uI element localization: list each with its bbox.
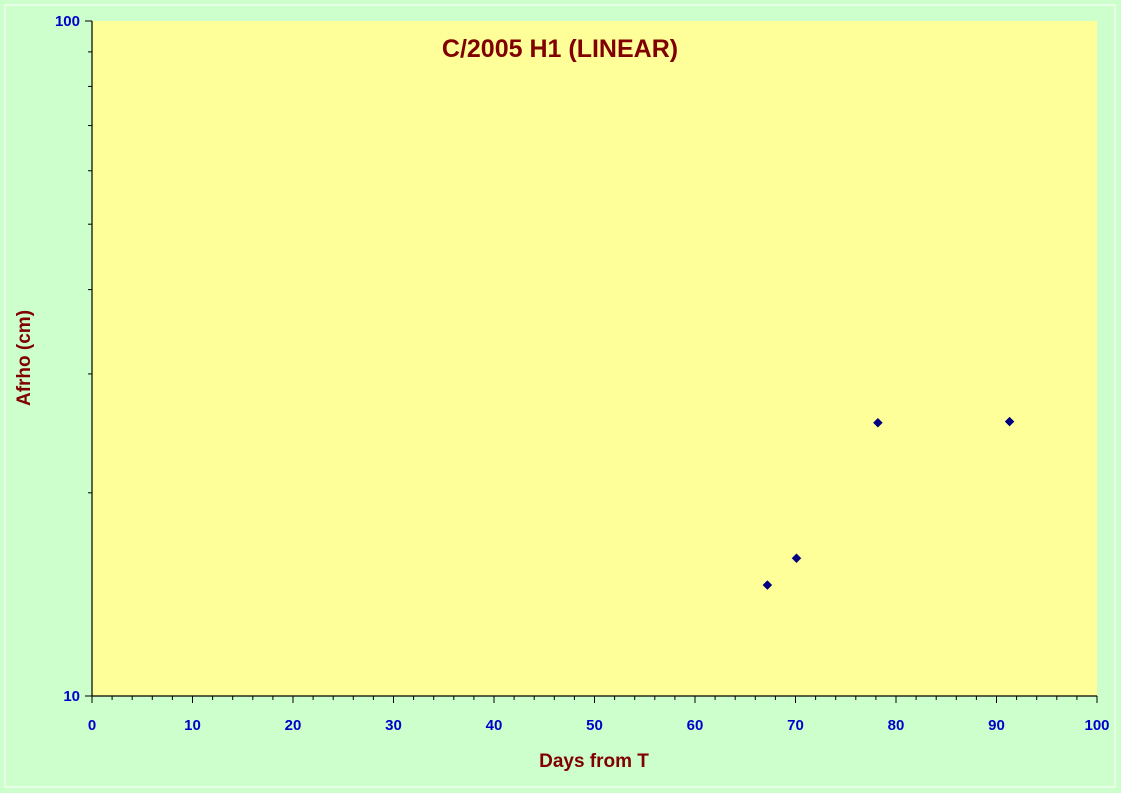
data-point (1004, 416, 1015, 427)
y-minor-ticks (88, 51, 92, 494)
y-tick-label: 100 (55, 13, 80, 30)
x-tick-label: 50 (586, 717, 603, 734)
plot-area (92, 21, 1097, 696)
y-tick-label: 10 (63, 688, 80, 705)
y-axis-ticks: 10 100 (55, 13, 92, 705)
x-axis-title: Days from T (539, 751, 649, 772)
x-tick-label: 70 (787, 717, 804, 734)
data-point (762, 580, 773, 590)
x-tick-label: 40 (486, 717, 503, 734)
x-tick-label: 80 (888, 717, 905, 734)
data-point (791, 553, 802, 564)
chart-title: C/2005 H1 (LINEAR) (442, 35, 678, 63)
data-point (873, 417, 883, 428)
data-points (762, 416, 1015, 590)
chart-inner-border (4, 4, 1116, 788)
x-minor-ticks (111, 696, 1078, 700)
x-tick-label: 0 (88, 717, 96, 734)
x-tick-label: 60 (687, 717, 704, 734)
y-axis-title: Afrho (cm) (14, 310, 35, 406)
x-axis-ticks: 0 10 20 30 40 50 60 70 80 90 100 (88, 696, 1110, 734)
x-tick-label: 10 (184, 717, 201, 734)
x-tick-label: 100 (1084, 717, 1109, 734)
x-tick-label: 90 (988, 717, 1005, 734)
x-tick-label: 20 (285, 717, 302, 734)
x-tick-label: 30 (385, 717, 402, 734)
